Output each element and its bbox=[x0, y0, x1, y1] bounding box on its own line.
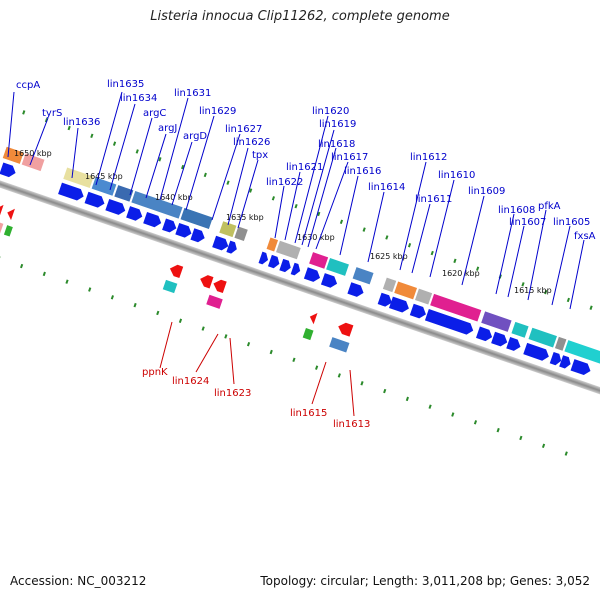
gene-label-lin1620[interactable]: lin1620 bbox=[312, 106, 349, 117]
kbp-label: 1645 kbp bbox=[85, 172, 123, 181]
accession-label: Accession: NC_003212 bbox=[10, 574, 147, 588]
gene-label-lin1605[interactable]: lin1605 bbox=[553, 217, 590, 228]
gene-label-lin1626[interactable]: lin1626 bbox=[233, 137, 270, 148]
gene-label-tpx[interactable]: tpx bbox=[252, 150, 268, 161]
map-title: Listeria innocua Clip11262, complete gen… bbox=[150, 9, 450, 24]
lower-tick-line bbox=[0, 256, 568, 456]
gene-label-lin1624[interactable]: lin1624 bbox=[172, 376, 209, 387]
top-label-lines bbox=[7, 91, 585, 310]
gene-label-argJ[interactable]: argJ bbox=[158, 123, 177, 134]
kbp-label: 1640 kbp bbox=[155, 193, 193, 202]
kbp-label: 1650 kbp bbox=[14, 149, 52, 158]
gene-label-lin1612[interactable]: lin1612 bbox=[410, 152, 447, 163]
gene-label-lin1615[interactable]: lin1615 bbox=[290, 408, 327, 419]
gene-label-lin1608[interactable]: lin1608 bbox=[498, 205, 535, 216]
gene-label-lin1627[interactable]: lin1627 bbox=[225, 124, 262, 135]
gene-label-lin1610[interactable]: lin1610 bbox=[438, 170, 475, 181]
gene-label-lin1623[interactable]: lin1623 bbox=[214, 388, 251, 399]
genome-summary: Topology: circular; Length: 3,011,208 bp… bbox=[260, 574, 590, 588]
gene-label-lin1611[interactable]: lin1611 bbox=[415, 194, 452, 205]
gene-label-lin1635[interactable]: lin1635 bbox=[107, 79, 144, 90]
kbp-label: 1635 kbp bbox=[226, 213, 264, 222]
gene-label-lin1634[interactable]: lin1634 bbox=[120, 93, 157, 104]
gene-label-lin1609[interactable]: lin1609 bbox=[468, 186, 505, 197]
gene-label-lin1621[interactable]: lin1621 bbox=[286, 162, 323, 173]
kbp-label: 1630 kbp bbox=[297, 233, 335, 242]
gene-label-argD[interactable]: argD bbox=[183, 131, 207, 142]
gene-label-pfkA[interactable]: pfkA bbox=[538, 201, 561, 212]
feature-bar-bottom bbox=[0, 220, 350, 353]
bottom-label-lines bbox=[159, 321, 355, 417]
kbp-label: 1625 kbp bbox=[370, 252, 408, 261]
feature-bar-top bbox=[2, 146, 600, 365]
kbp-label: 1620 kbp bbox=[442, 269, 480, 278]
gene-label-fxsA[interactable]: fxsA bbox=[574, 231, 596, 242]
gene-label-lin1619[interactable]: lin1619 bbox=[319, 119, 356, 130]
gene-label-lin1617[interactable]: lin1617 bbox=[331, 152, 368, 163]
minus-strand-genes bbox=[0, 204, 354, 337]
gene-label-lin1636[interactable]: lin1636 bbox=[63, 117, 100, 128]
gene-label-lin1614[interactable]: lin1614 bbox=[368, 182, 405, 193]
gene-label-ppnK[interactable]: ppnK bbox=[142, 367, 168, 378]
gene-label-lin1616[interactable]: lin1616 bbox=[344, 166, 381, 177]
gene-label-lin1629[interactable]: lin1629 bbox=[199, 106, 236, 117]
gene-label-argC[interactable]: argC bbox=[143, 108, 166, 119]
gene-label-lin1607[interactable]: lin1607 bbox=[509, 217, 546, 228]
plus-strand-genes bbox=[0, 162, 591, 376]
gene-label-lin1618[interactable]: lin1618 bbox=[318, 139, 355, 150]
genome-axis bbox=[0, 173, 600, 409]
kbp-label: 1615 kbp bbox=[514, 286, 552, 295]
gene-label-ccpA[interactable]: ccpA bbox=[16, 80, 40, 91]
gene-label-lin1622[interactable]: lin1622 bbox=[266, 177, 303, 188]
gene-label-tyrS[interactable]: tyrS bbox=[42, 108, 62, 119]
gene-label-lin1631[interactable]: lin1631 bbox=[174, 88, 211, 99]
gene-label-lin1613[interactable]: lin1613 bbox=[333, 419, 370, 430]
